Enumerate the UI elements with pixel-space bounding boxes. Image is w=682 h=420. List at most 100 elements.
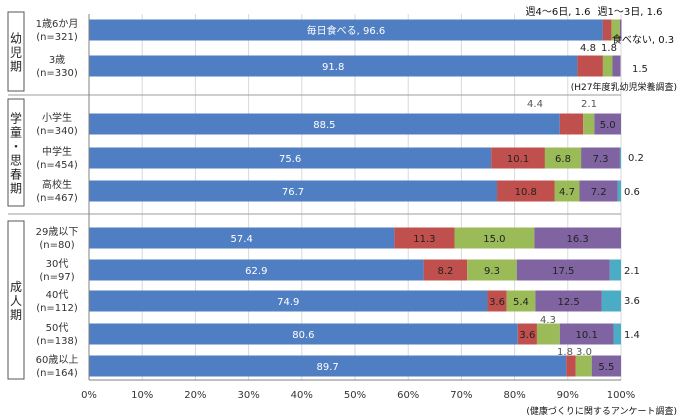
bar-segment <box>602 55 613 77</box>
row-label: 3歳 <box>49 54 65 66</box>
annotation: 1.8 <box>601 43 617 54</box>
annotation: 食べない, 0.3 <box>612 33 674 46</box>
data-label: 62.9 <box>245 266 267 277</box>
data-label: 5.5 <box>598 362 614 373</box>
data-label: 91.8 <box>322 62 344 73</box>
bar-segment <box>577 55 603 77</box>
bar-segment <box>575 355 592 377</box>
data-label: 15.0 <box>483 234 505 245</box>
data-label: 8.2 <box>437 266 453 277</box>
annotation: 1.5 <box>632 64 648 75</box>
annotation: 1.8 <box>557 347 573 358</box>
row-n-label: (n=454) <box>36 160 78 171</box>
data-label: 3.6 <box>519 330 535 341</box>
data-label: 9.3 <box>484 266 500 277</box>
bar-segment <box>544 147 582 169</box>
bar-segment <box>89 259 424 281</box>
x-tick-label: 20% <box>184 390 206 401</box>
bar-segment <box>506 290 536 312</box>
bar-segment <box>534 227 621 249</box>
bar-segment <box>601 290 621 312</box>
group-label-box <box>7 220 25 380</box>
annotation: 0.2 <box>628 153 644 164</box>
x-tick-label: 50% <box>344 390 366 401</box>
data-label: 7.3 <box>593 154 609 165</box>
bar-segment <box>536 323 560 345</box>
bar-segment <box>617 180 621 202</box>
bar-segment <box>89 290 488 312</box>
row-n-label: (n=340) <box>36 126 78 137</box>
bar-segment <box>89 227 395 249</box>
group-label-box <box>7 98 25 207</box>
bar-segment <box>467 259 517 281</box>
annotation: 3.0 <box>576 347 592 358</box>
bar-segment <box>491 147 545 169</box>
x-tick-label: 70% <box>450 390 472 401</box>
annotations: 週4〜6日, 1.6 週1〜3日, 1.6 食べない, 0.3 4.8 1.8 1.5 4.… <box>526 6 678 417</box>
bar-segment <box>454 227 535 249</box>
row-n-label: (n=321) <box>36 32 78 43</box>
x-tick-label: 90% <box>557 390 579 401</box>
bar-segment <box>554 180 580 202</box>
group-label: 学 <box>10 111 22 126</box>
group-label: 人 <box>10 294 22 308</box>
bar-segment <box>619 19 622 41</box>
bar-segment <box>89 147 492 169</box>
data-label: 74.9 <box>277 297 299 308</box>
row-n-label: (n=112) <box>36 303 78 314</box>
annotation: 4.4 <box>527 99 543 110</box>
row-label: 29歳以下 <box>36 226 79 238</box>
data-label: 10.1 <box>507 154 529 165</box>
group-label: ・ <box>10 140 22 154</box>
annotation: 0.6 <box>624 187 640 198</box>
row-n-label: (n=97) <box>39 272 74 283</box>
data-label: 80.6 <box>292 330 314 341</box>
data-label: 6.8 <box>555 154 571 165</box>
x-tick-label: 10% <box>131 390 153 401</box>
data-label: 7.2 <box>591 187 607 198</box>
annotation: 1.4 <box>624 330 640 341</box>
bar-segment <box>581 147 620 169</box>
group-label: 期 <box>10 60 22 74</box>
bar-segment <box>559 113 584 135</box>
bar-segment <box>497 180 555 202</box>
bar-segment <box>609 259 621 281</box>
data-label: 10.8 <box>515 187 537 198</box>
data-label: 89.7 <box>316 362 338 373</box>
group-label: 童 <box>10 125 22 140</box>
data-label: 12.5 <box>557 297 579 308</box>
x-tick-label: 60% <box>397 390 419 401</box>
data-label: 88.5 <box>313 120 335 131</box>
bar-segment <box>423 259 468 281</box>
bar-segment <box>89 180 498 202</box>
bar-segment <box>89 323 518 345</box>
row-label: 50代 <box>46 322 69 334</box>
bar-segment <box>591 355 621 377</box>
bar-segment <box>579 180 618 202</box>
bar-segment <box>89 19 603 41</box>
bar-segment <box>89 113 560 135</box>
bar-segment <box>613 323 621 345</box>
left-panel: 幼児期1歳6か月(n=321)3歳(n=330)学童・思春期小学生(n=340)… <box>7 11 79 380</box>
group-label: 思 <box>10 154 22 168</box>
group-label: 春 <box>10 168 22 182</box>
group-label-box <box>7 11 25 92</box>
bar-segment <box>619 147 621 169</box>
x-tick-label: 30% <box>237 390 259 401</box>
row-label: 1歳6か月 <box>36 18 79 30</box>
row-label: 中学生 <box>42 145 72 158</box>
row-label: 小学生 <box>42 111 72 124</box>
bar-segment <box>487 290 507 312</box>
x-tick-label: 100% <box>607 390 636 401</box>
bar-segment <box>516 259 610 281</box>
group-label: 幼 <box>10 32 22 46</box>
row-n-label: (n=467) <box>36 193 78 204</box>
x-tick-label: 80% <box>503 390 525 401</box>
data-label: 75.6 <box>279 154 301 165</box>
annotation: 4.3 <box>540 315 556 326</box>
row-label: 高校生 <box>42 178 72 191</box>
data-label: 5.4 <box>513 297 529 308</box>
row-label: 30代 <box>46 258 69 270</box>
bar-segment <box>89 355 567 377</box>
